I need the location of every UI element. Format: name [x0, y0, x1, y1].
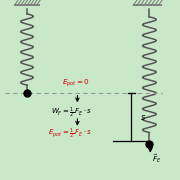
Text: $E_{pot} = \frac{1}{2}\,F_E \cdot s$: $E_{pot} = \frac{1}{2}\,F_E \cdot s$: [48, 127, 92, 141]
Text: $E_{pot} = 0$: $E_{pot} = 0$: [62, 78, 90, 89]
Text: $W_F = \frac{1}{2}\,F_E \cdot s$: $W_F = \frac{1}{2}\,F_E \cdot s$: [51, 105, 93, 120]
Text: $s$: $s$: [140, 112, 147, 122]
Text: $\vec{F}_E$: $\vec{F}_E$: [152, 152, 161, 165]
